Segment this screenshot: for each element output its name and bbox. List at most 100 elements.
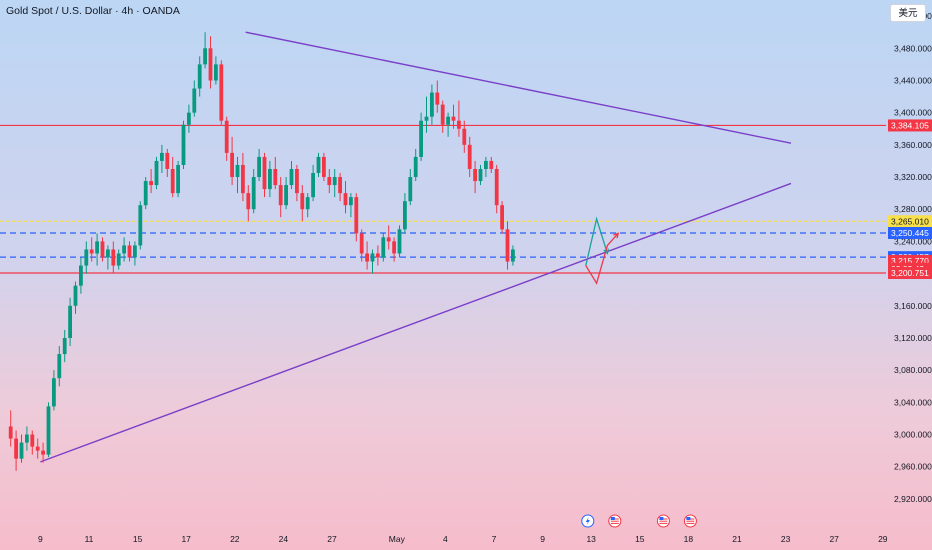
x-tick-label: 21 [732,534,742,544]
x-tick-label: 29 [878,534,888,544]
candle-body [143,181,148,206]
candle-body [111,249,116,266]
candle-body [73,285,78,306]
candle-body [462,128,467,145]
candle-body [397,229,402,254]
y-tick-label: 3,160.000 [894,301,932,311]
candle-body [392,241,396,254]
candle-body [511,249,515,262]
x-tick-label: 13 [586,534,596,544]
candle-body [133,245,137,258]
flag-canton [686,517,691,520]
currency-button[interactable]: 美元 [890,4,926,22]
x-tick-label: 17 [181,534,191,544]
candle-body [300,193,305,210]
candle-body [14,438,18,459]
candle-body [484,160,488,169]
price-pills: 3,384.1053,265.0103,250.4453,220.4573,21… [888,119,932,279]
trendline[interactable] [40,182,792,463]
candle-body [138,205,143,246]
arrow-head [613,232,620,239]
arrow-head [603,248,610,255]
price-pill [888,266,932,279]
candle-body [419,120,423,157]
candle-body [246,193,251,210]
candle-body [257,156,261,178]
candle-body [316,156,321,174]
candle-body [187,112,191,125]
flag-canton [659,517,664,520]
candle-body [408,177,413,202]
candle-body [208,48,213,81]
x-tick-label: May [389,534,406,544]
candle-body [278,185,283,206]
candle-body [332,177,337,186]
candle-body [68,305,72,338]
x-tick-label: 15 [133,534,143,544]
x-tick-label: 4 [443,534,448,544]
candle-body [149,181,153,186]
candle-body [52,378,56,407]
x-tick-label: 23 [781,534,791,544]
candle-body [19,442,24,459]
candle-body [35,446,40,451]
x-tick-label: 9 [540,534,545,544]
candle-body [219,64,224,121]
candle-body [295,168,299,194]
projection-arrow [585,216,609,266]
candle-body [165,152,170,169]
candle-body [494,168,499,206]
x-tick-label: 24 [279,534,289,544]
candle-body [46,406,51,455]
candle-body [370,253,375,262]
candle-body [203,48,207,65]
y-tick-label: 3,400.000 [894,108,932,118]
candle-body [25,434,29,443]
candle-body [273,168,278,186]
candle-body [192,88,197,113]
price-levels [0,124,886,274]
candle-body [89,249,94,254]
y-tick-label: 3,320.000 [894,172,932,182]
candle-body [376,253,380,258]
candle-body [235,164,240,178]
candle-body [451,116,456,121]
y-tick-label: 3,000.000 [894,430,932,440]
candle-body [57,354,62,379]
projection-arrow [585,232,619,285]
candle-body [176,164,180,194]
x-tick-label: 15 [635,534,645,544]
candle-body [343,193,348,206]
x-axis: 9 11 15 17 22 24 27 May 4 7 9 13 15 18 21 23 27 29 [38,534,888,544]
y-tick-label: 3,360.000 [894,140,932,150]
candle-body [84,249,89,266]
trendlines[interactable] [40,31,792,463]
candle-body [354,197,359,234]
price-pill [888,215,932,228]
candle-body [403,201,407,230]
y-tick-label: 3,280.000 [894,204,932,214]
candle-body [154,160,159,186]
candle-body [241,164,245,194]
candle-body [62,337,67,355]
trendline[interactable] [245,31,792,144]
price-pill-label: 3,200.751 [891,268,929,278]
x-tick-label: 27 [327,534,337,544]
x-tick-label: 18 [684,534,694,544]
candle-body [95,241,99,254]
y-tick-label: 2,960.000 [894,462,932,472]
price-pill [888,227,932,240]
y-tick-label: 2,920.000 [894,494,932,504]
candle-body [440,104,445,125]
price-pill-label: 3,384.105 [891,120,929,130]
candle-body [500,205,504,230]
candle-body [305,197,310,210]
candle-body [116,253,121,266]
candle-body [322,156,326,178]
event-icons[interactable] [581,514,697,528]
candle-body [359,233,364,254]
candle-body [327,177,332,186]
candle-body [214,64,218,81]
